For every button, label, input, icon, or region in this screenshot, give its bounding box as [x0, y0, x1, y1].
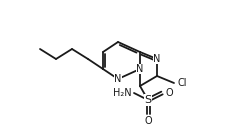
Text: S: S: [144, 95, 152, 105]
Text: H₂N: H₂N: [113, 88, 132, 98]
Text: O: O: [144, 116, 152, 126]
Text: Cl: Cl: [177, 78, 186, 88]
Text: N: N: [153, 54, 161, 64]
Text: O: O: [165, 88, 173, 98]
Text: N: N: [136, 64, 144, 74]
Text: N: N: [114, 74, 122, 84]
